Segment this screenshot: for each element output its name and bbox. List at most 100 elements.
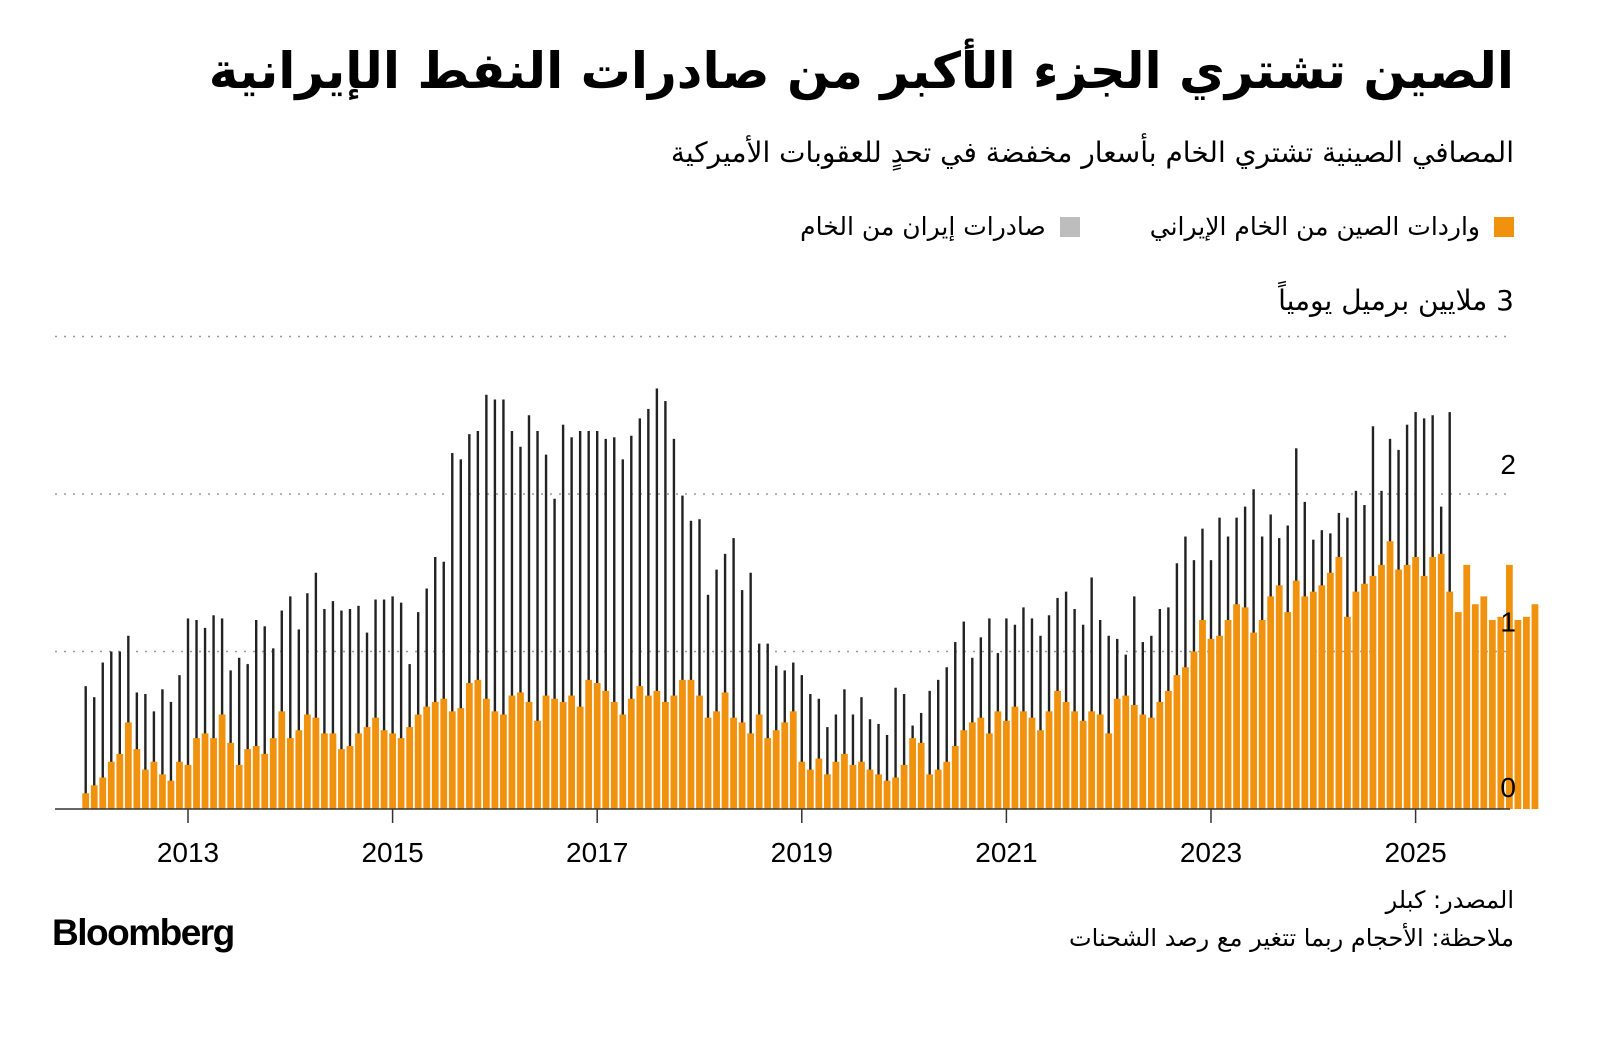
china-imports-bar bbox=[1454, 612, 1462, 809]
iran-exports-bar bbox=[237, 657, 241, 809]
china-imports-bar bbox=[82, 793, 90, 809]
x-tick-label: 2019 bbox=[771, 837, 833, 868]
china-imports-bar bbox=[849, 764, 857, 809]
iran-exports-bar bbox=[382, 599, 386, 809]
iran-exports-bar bbox=[988, 618, 991, 809]
iran-exports-bar bbox=[263, 626, 266, 809]
china-imports-bar bbox=[1480, 596, 1488, 809]
iran-exports-bar bbox=[527, 415, 531, 809]
iran-exports-bar bbox=[536, 431, 539, 809]
china-imports-bar bbox=[1105, 733, 1113, 809]
iran-exports-bar bbox=[1005, 618, 1008, 809]
china-imports-bar bbox=[380, 730, 388, 809]
iran-exports-bar bbox=[314, 572, 318, 809]
china-imports-bar bbox=[1045, 711, 1053, 809]
china-imports-bar bbox=[1182, 667, 1189, 809]
china-imports-bar bbox=[823, 774, 831, 809]
china-imports-bar bbox=[1403, 564, 1411, 809]
china-imports-bar bbox=[465, 683, 473, 809]
legend-item-china-imports: واردات الصين من الخام الإيراني bbox=[1150, 212, 1514, 241]
china-imports-bar bbox=[968, 722, 976, 809]
china-imports-bar bbox=[883, 780, 891, 809]
china-imports-bar bbox=[909, 738, 917, 809]
china-imports-bar bbox=[977, 717, 985, 809]
iran-exports-bar bbox=[1039, 635, 1042, 809]
china-imports-bar bbox=[1224, 620, 1232, 809]
iran-exports-bar bbox=[570, 437, 573, 809]
china-imports-bar bbox=[312, 717, 320, 809]
iran-exports-bar bbox=[323, 608, 326, 809]
china-imports-bar bbox=[610, 701, 618, 809]
iran-exports-bar bbox=[434, 557, 437, 809]
iran-exports-bar bbox=[596, 431, 599, 809]
china-imports-bar bbox=[235, 764, 243, 809]
china-imports-bar bbox=[295, 730, 303, 809]
iran-exports-bar bbox=[630, 435, 633, 809]
iran-exports-bar bbox=[476, 431, 480, 809]
iran-exports-bar bbox=[451, 453, 454, 809]
chart-title: الصين تشتري الجزء الأكبر من صادرات النفط… bbox=[208, 42, 1515, 100]
iran-exports-bar bbox=[374, 599, 377, 809]
iran-exports-bar bbox=[587, 431, 590, 809]
china-imports-bar bbox=[1011, 706, 1019, 809]
china-imports-bar bbox=[1386, 541, 1394, 809]
iran-exports-bar bbox=[894, 687, 897, 809]
iran-exports-bar bbox=[706, 594, 710, 809]
china-imports-bar bbox=[679, 679, 686, 809]
china-imports-bar bbox=[448, 711, 456, 809]
china-imports-bar bbox=[363, 727, 371, 809]
iran-exports-bar bbox=[203, 627, 207, 809]
y-tick-label: 1 bbox=[1500, 607, 1516, 638]
iran-exports-bar bbox=[1107, 635, 1110, 809]
iran-exports-bar bbox=[1081, 624, 1085, 809]
china-imports-bar bbox=[141, 769, 149, 809]
china-imports-bar bbox=[1071, 711, 1078, 809]
iran-exports-bar bbox=[877, 723, 880, 809]
china-imports-bar bbox=[1292, 580, 1300, 809]
iran-exports-bar bbox=[553, 498, 556, 809]
china-imports-bar bbox=[1284, 612, 1292, 809]
china-imports-bar bbox=[269, 738, 277, 809]
iran-exports-bar bbox=[945, 667, 948, 809]
iran-exports-bar bbox=[817, 698, 821, 809]
china-imports-bar bbox=[568, 695, 576, 809]
china-imports-bar bbox=[1190, 651, 1198, 809]
iran-exports-bar bbox=[391, 596, 394, 809]
china-imports-bar bbox=[244, 749, 252, 809]
china-imports-bar bbox=[116, 753, 124, 809]
iran-exports-bar bbox=[348, 608, 352, 809]
iran-exports-bar bbox=[647, 408, 650, 809]
iran-exports-bar bbox=[613, 437, 616, 809]
iran-exports-bar bbox=[101, 662, 104, 809]
iran-exports-bar bbox=[144, 694, 147, 809]
china-imports-bar bbox=[252, 746, 260, 809]
china-imports-bar bbox=[1062, 701, 1070, 809]
x-tick-label: 2017 bbox=[566, 837, 628, 868]
iran-exports-bar bbox=[399, 602, 403, 809]
iran-exports-bar bbox=[331, 601, 335, 809]
china-imports-bar bbox=[107, 761, 115, 809]
china-imports-bar bbox=[201, 733, 209, 809]
china-imports-bar bbox=[431, 701, 439, 809]
china-imports-bar bbox=[602, 690, 610, 809]
y-tick-label: 0 bbox=[1500, 772, 1516, 803]
china-imports-bar bbox=[482, 698, 490, 809]
iran-exports-bar bbox=[561, 424, 565, 809]
china-imports-bar bbox=[1003, 720, 1010, 809]
iran-exports-bar bbox=[118, 651, 121, 809]
china-imports-bar bbox=[704, 717, 712, 809]
china-imports-bar bbox=[1113, 698, 1121, 809]
iran-exports-bar bbox=[186, 618, 190, 809]
iran-exports-bar bbox=[340, 610, 343, 809]
iran-exports-bar bbox=[195, 620, 198, 809]
china-imports-bar bbox=[670, 695, 678, 809]
legend-swatch-orange-icon bbox=[1494, 216, 1514, 237]
china-imports-bar bbox=[534, 720, 541, 809]
china-imports-bar bbox=[1429, 557, 1437, 809]
china-imports-bar bbox=[286, 738, 294, 809]
iran-exports-bar bbox=[502, 399, 505, 809]
china-imports-bar bbox=[542, 695, 550, 809]
china-imports-bar bbox=[1164, 690, 1172, 809]
iran-exports-bar bbox=[715, 569, 718, 809]
china-imports-bar bbox=[1344, 616, 1351, 809]
